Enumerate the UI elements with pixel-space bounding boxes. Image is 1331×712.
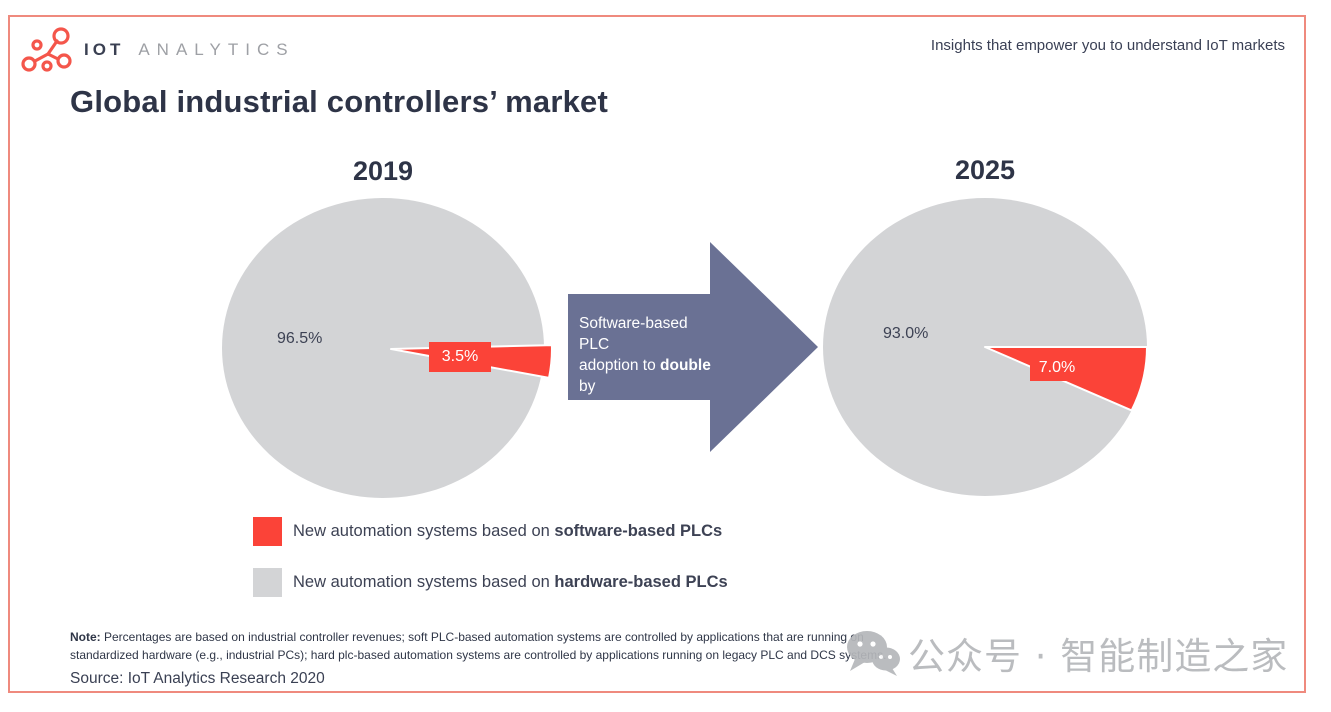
legend-swatch-software — [253, 517, 282, 546]
brand-tagline: Insights that empower you to understand … — [930, 37, 1285, 54]
legend-swatch-hardware — [253, 568, 282, 597]
pie-chart-2025 — [823, 198, 1148, 496]
arrow-annotation: Software-based PLC adoption to double by… — [579, 313, 719, 418]
right-arrow-shape — [568, 242, 818, 452]
iot-analytics-molecule-icon — [21, 27, 72, 72]
wechat-icon — [847, 631, 900, 676]
pie-2019-heading: 2019 — [352, 156, 414, 186]
arrow-annotation-line3: 2025 — [579, 399, 614, 416]
arrow-annotation-line2: adoption to double by — [579, 357, 711, 395]
legend-item-hardware: New automation systems based on hardware… — [253, 568, 728, 597]
page-title: Global industrial controllers’ market — [70, 84, 608, 119]
brand-name-secondary: ANALYTICS — [138, 40, 295, 59]
pie-2025-heading: 2025 — [954, 155, 1016, 185]
pie-2025-hardware-label: 93.0% — [883, 325, 929, 342]
watermark-text: 公众号 · 智能制造之家 — [908, 635, 1289, 678]
arrow-annotation-line1: Software-based PLC — [579, 315, 688, 353]
brand-name-primary: IOT — [84, 40, 125, 59]
source-line: Source: IoT Analytics Research 2020 — [70, 670, 325, 687]
pie-2019-hardware-slice — [222, 198, 544, 498]
brand-logo: IOT ANALYTICS — [20, 27, 295, 73]
legend-item-software: New automation systems based on software… — [253, 517, 722, 546]
footnote: Note: Percentages are based on industria… — [70, 630, 887, 662]
pie-2025-software-label: 7.0% — [1030, 354, 1084, 381]
pie-2019-software-label: 3.5% — [429, 342, 491, 372]
legend-label-hardware: New automation systems based on hardware… — [293, 573, 728, 591]
pie-chart-2019 — [222, 198, 553, 498]
legend-label-software: New automation systems based on software… — [293, 522, 723, 540]
pie-2019-hardware-label: 96.5% — [277, 330, 323, 347]
watermark: 公众号 · 智能制造之家 — [846, 626, 1288, 680]
